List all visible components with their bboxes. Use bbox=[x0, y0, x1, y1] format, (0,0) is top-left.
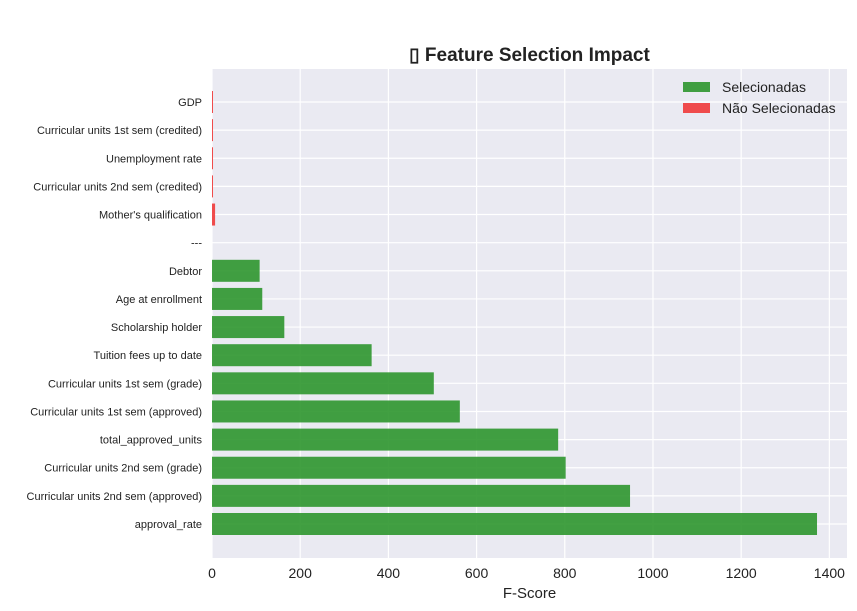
y-tick-label: Curricular units 2nd sem (approved) bbox=[27, 491, 202, 503]
legend-swatch bbox=[683, 82, 710, 92]
x-tick-label: 0 bbox=[208, 565, 216, 581]
y-tick-label: Curricular units 2nd sem (credited) bbox=[33, 181, 202, 193]
x-tick-label: 400 bbox=[377, 565, 401, 581]
y-tick-label: Curricular units 1st sem (approved) bbox=[30, 406, 202, 418]
y-tick-label: Curricular units 2nd sem (grade) bbox=[44, 463, 202, 475]
chart-title: ▯ Feature Selection Impact bbox=[409, 45, 650, 66]
bar-11 bbox=[212, 203, 216, 226]
legend-label: Não Selecionadas bbox=[722, 100, 836, 116]
y-tick-labels: approval_rate Curricular units 2nd sem (a… bbox=[27, 97, 203, 531]
y-tick-label: GDP bbox=[178, 97, 202, 109]
bar-3 bbox=[212, 428, 559, 451]
x-tick-label: 200 bbox=[289, 565, 313, 581]
bar-8 bbox=[212, 287, 263, 310]
bar-0 bbox=[212, 513, 818, 535]
y-tick-label: approval_rate bbox=[135, 519, 202, 531]
bar-6 bbox=[212, 344, 372, 367]
x-tick-label: 600 bbox=[465, 565, 489, 581]
y-tick-label: total_approved_units bbox=[100, 435, 203, 447]
bar-4 bbox=[212, 400, 460, 423]
x-tick-label: 1200 bbox=[726, 565, 757, 581]
y-tick-label: Tuition fees up to date bbox=[94, 350, 202, 362]
bar-13 bbox=[212, 147, 213, 170]
legend-swatch bbox=[683, 103, 710, 113]
x-tick-labels: 0 200 400 600 800 1000 1200 1400 bbox=[208, 565, 845, 581]
y-tick-label: Curricular units 1st sem (credited) bbox=[37, 125, 202, 137]
bar-14 bbox=[212, 119, 213, 142]
legend: Selecionadas Não Selecionadas bbox=[683, 79, 836, 116]
bars-group bbox=[212, 91, 818, 535]
x-axis-label: F-Score bbox=[503, 585, 556, 602]
y-tick-label: Mother's qualification bbox=[99, 210, 202, 222]
bar-7 bbox=[212, 316, 285, 339]
y-tick-label: Curricular units 1st sem (grade) bbox=[48, 378, 202, 390]
x-tick-label: 800 bbox=[553, 565, 577, 581]
x-tick-label: 1400 bbox=[814, 565, 845, 581]
bar-9 bbox=[212, 259, 260, 282]
y-tick-label: Unemployment rate bbox=[106, 153, 202, 165]
plot-area bbox=[212, 69, 847, 558]
legend-label: Selecionadas bbox=[722, 79, 806, 95]
bar-1 bbox=[212, 484, 631, 507]
x-tick-label: 1000 bbox=[637, 565, 668, 581]
bar-2 bbox=[212, 456, 566, 479]
y-tick-label: Scholarship holder bbox=[111, 322, 202, 334]
bar-12 bbox=[212, 175, 213, 198]
bar-5 bbox=[212, 372, 434, 395]
y-tick-label: Age at enrollment bbox=[116, 294, 202, 306]
bar-15 bbox=[212, 91, 213, 113]
y-tick-label: --- bbox=[191, 238, 202, 250]
y-tick-label: Debtor bbox=[169, 266, 202, 278]
